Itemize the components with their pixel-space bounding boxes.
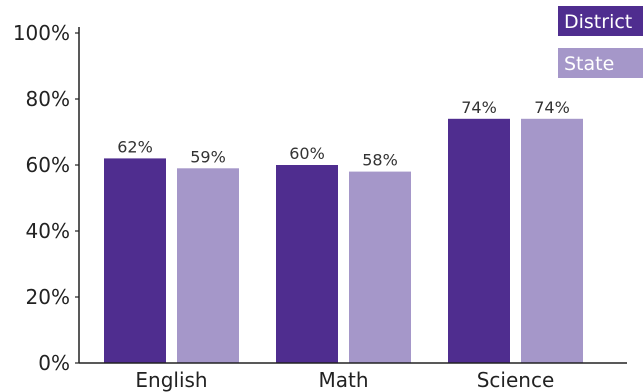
data-label-district-math: 60%	[289, 144, 325, 163]
bars-layer	[104, 118, 583, 363]
data-label-state-english: 59%	[190, 147, 226, 166]
y-tick-label: 60%	[26, 153, 70, 177]
y-tick-label: 40%	[26, 219, 70, 243]
data-labels-layer: 62% 60% 74% 59% 58% 74%	[117, 98, 570, 170]
y-tick-label: 80%	[26, 87, 70, 111]
bar-district-science	[448, 118, 510, 363]
data-label-state-science: 74%	[534, 98, 570, 117]
bar-district-english	[104, 158, 166, 363]
category-label-english: English	[135, 368, 207, 392]
axes-layer: 0% 20% 40% 60% 80% 100% English Math Science	[13, 21, 627, 392]
legend-swatch-district	[558, 6, 643, 36]
bar-state-english	[177, 168, 239, 363]
y-tick-label: 0%	[38, 351, 70, 375]
category-label-science: Science	[477, 368, 555, 392]
bar-district-math	[276, 165, 338, 363]
data-label-district-english: 62%	[117, 137, 153, 156]
y-tick-label: 20%	[26, 285, 70, 309]
y-tick-label: 100%	[13, 21, 70, 45]
data-label-district-science: 74%	[461, 98, 497, 117]
legend-label-state: State	[564, 53, 614, 75]
bar-state-math	[349, 171, 411, 363]
data-label-state-math: 58%	[362, 151, 398, 170]
legend-swatch-state	[558, 48, 643, 78]
legend: District State	[558, 6, 643, 78]
category-label-math: Math	[318, 368, 368, 392]
legend-label-district: District	[564, 11, 632, 33]
bar-state-science	[521, 118, 583, 363]
